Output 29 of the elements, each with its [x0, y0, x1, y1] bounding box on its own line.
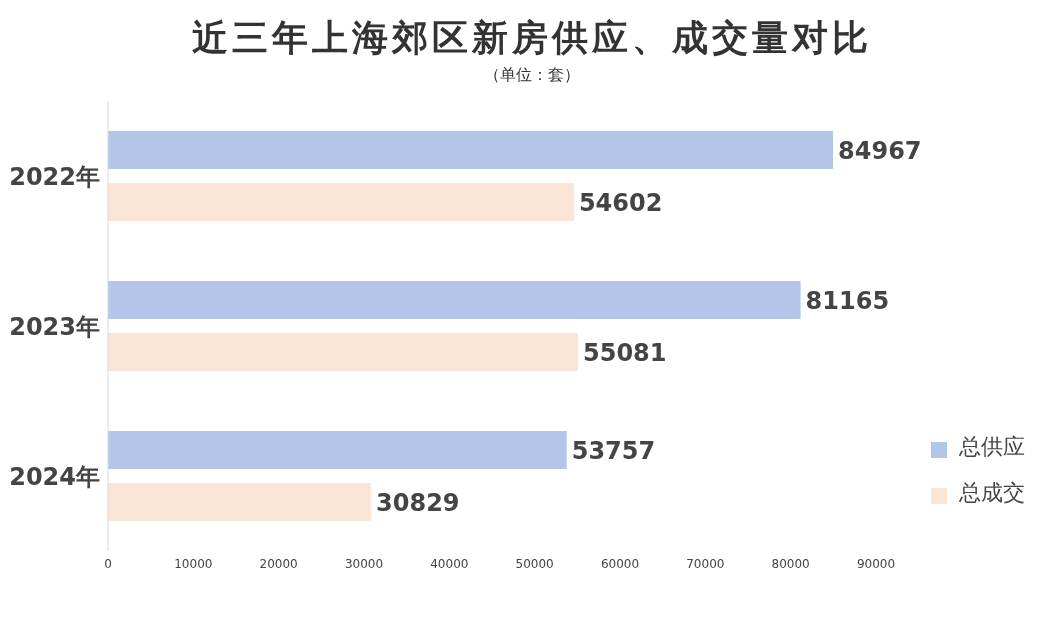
data-label: 30829: [376, 488, 460, 517]
x-tick-label: 30000: [344, 556, 384, 571]
x-tick-label: 90000: [856, 556, 896, 571]
y-tick-label: 2024年: [9, 462, 100, 491]
x-tick-label: 10000: [174, 556, 213, 571]
bar: [108, 333, 579, 371]
bar: [108, 131, 834, 169]
data-label: 53757: [571, 436, 656, 465]
chart-subtitle: （单位：套）: [482, 65, 581, 86]
x-tick-label: 0: [104, 556, 112, 571]
bar: [108, 431, 567, 469]
x-tick-label: 50000: [515, 556, 554, 571]
bar: [108, 183, 574, 221]
data-label: 55081: [583, 338, 667, 367]
legend-label: 总供应: [959, 434, 1025, 459]
x-tick-label: 80000: [771, 556, 810, 571]
y-tick-label: 2022年: [9, 162, 100, 191]
x-tick-label: 60000: [600, 556, 640, 571]
y-tick-label: 2023年: [9, 312, 100, 341]
legend-label: 总成交: [959, 480, 1025, 505]
x-tick-label: 40000: [430, 556, 469, 571]
x-tick-label: 20000: [259, 556, 298, 571]
data-label: 84967: [838, 136, 922, 165]
data-label: 81165: [805, 286, 890, 315]
chart-title: 近三年上海郊区新房供应、成交量对比: [190, 16, 873, 60]
bar: [108, 483, 372, 521]
bar: [108, 281, 801, 319]
x-tick-label: 70000: [686, 556, 725, 571]
data-label: 54602: [578, 188, 663, 217]
